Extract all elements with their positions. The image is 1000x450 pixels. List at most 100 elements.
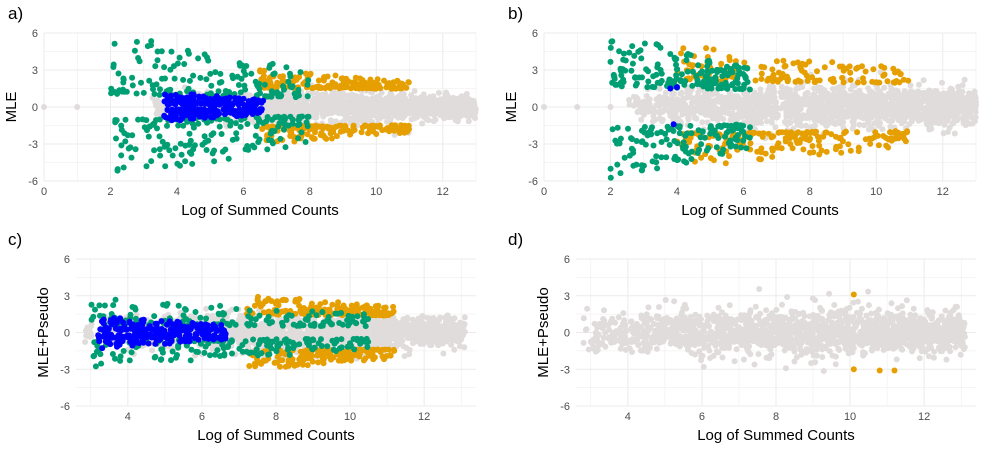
- data-point: [114, 167, 121, 174]
- data-point: [304, 131, 311, 138]
- data-point: [150, 86, 156, 93]
- data-point: [946, 124, 953, 131]
- data-point: [329, 79, 336, 86]
- data-point: [670, 121, 677, 128]
- data-point: [110, 64, 117, 70]
- data-point: [111, 40, 118, 47]
- data-point: [807, 130, 814, 136]
- data-point: [705, 145, 712, 152]
- data-point: [790, 107, 797, 114]
- data-point: [629, 60, 636, 67]
- data-point: [781, 63, 788, 70]
- data-point: [464, 99, 471, 106]
- data-point: [685, 105, 692, 112]
- data-point: [608, 38, 615, 45]
- x-axis-title: Log of Summed Counts: [181, 202, 339, 219]
- data-point: [742, 75, 749, 82]
- x-tick-label: 4: [674, 186, 680, 198]
- data-point: [709, 115, 716, 122]
- data-point: [870, 66, 877, 73]
- data-point: [245, 146, 252, 153]
- data-point: [271, 128, 278, 135]
- data-point: [920, 98, 927, 105]
- data-point: [920, 77, 927, 84]
- data-point: [626, 97, 633, 103]
- data-point: [828, 110, 835, 117]
- data-point: [184, 101, 191, 108]
- data-point: [691, 114, 698, 121]
- data-point: [457, 99, 464, 106]
- data-point: [190, 94, 196, 101]
- data-point: [450, 110, 457, 117]
- data-point: [678, 100, 685, 107]
- data-point: [802, 93, 809, 100]
- data-point: [867, 140, 874, 147]
- data-point: [157, 86, 163, 93]
- data-point: [875, 142, 882, 149]
- data-point: [688, 148, 695, 155]
- data-point: [607, 44, 614, 51]
- data-point: [688, 156, 695, 162]
- data-point: [384, 118, 390, 125]
- data-point: [946, 111, 953, 118]
- data-point: [699, 68, 706, 75]
- data-point: [419, 120, 426, 127]
- data-point: [399, 104, 406, 111]
- data-point: [180, 76, 187, 83]
- data-point: [231, 111, 238, 118]
- data-point: [252, 78, 259, 85]
- data-point: [671, 156, 678, 162]
- data-point: [723, 104, 729, 111]
- data-point: [614, 161, 621, 168]
- data-point: [933, 93, 940, 100]
- data-point: [810, 149, 817, 156]
- data-point: [189, 160, 196, 167]
- data-point: [237, 107, 244, 114]
- data-point: [758, 63, 765, 70]
- data-point: [815, 84, 822, 91]
- data-point: [289, 120, 296, 127]
- data-point: [282, 121, 289, 128]
- data-point: [216, 110, 223, 117]
- data-point: [607, 58, 614, 65]
- data-point: [177, 140, 184, 147]
- data-point: [862, 68, 869, 75]
- data-point: [752, 77, 759, 84]
- data-point: [899, 107, 905, 114]
- data-point: [638, 116, 645, 123]
- data-point: [317, 93, 324, 100]
- data-point: [423, 100, 430, 107]
- data-point: [721, 71, 728, 78]
- data-point: [739, 103, 746, 110]
- data-point: [328, 117, 335, 124]
- data-point: [699, 119, 706, 126]
- data-point: [620, 76, 627, 83]
- data-point: [148, 38, 155, 45]
- data-point: [277, 135, 284, 142]
- y-tick-label: 3: [532, 65, 538, 77]
- data-point: [836, 112, 843, 119]
- data-point: [811, 91, 818, 98]
- data-point: [673, 84, 680, 91]
- data-point: [734, 80, 741, 87]
- data-point: [774, 142, 781, 149]
- data-point: [809, 143, 816, 149]
- data-point: [696, 81, 703, 88]
- data-point: [341, 99, 348, 106]
- data-point: [631, 102, 637, 109]
- data-point: [304, 93, 311, 100]
- data-point: [769, 145, 776, 152]
- data-point: [183, 106, 190, 113]
- data-point: [118, 142, 125, 149]
- data-point: [789, 145, 796, 152]
- data-point: [334, 101, 341, 108]
- data-point: [796, 117, 803, 124]
- data-point: [797, 64, 804, 70]
- data-point: [218, 131, 225, 137]
- data-point: [698, 141, 705, 148]
- data-point: [609, 126, 616, 133]
- data-point: [626, 152, 633, 159]
- data-point: [822, 129, 829, 136]
- data-point: [129, 82, 136, 89]
